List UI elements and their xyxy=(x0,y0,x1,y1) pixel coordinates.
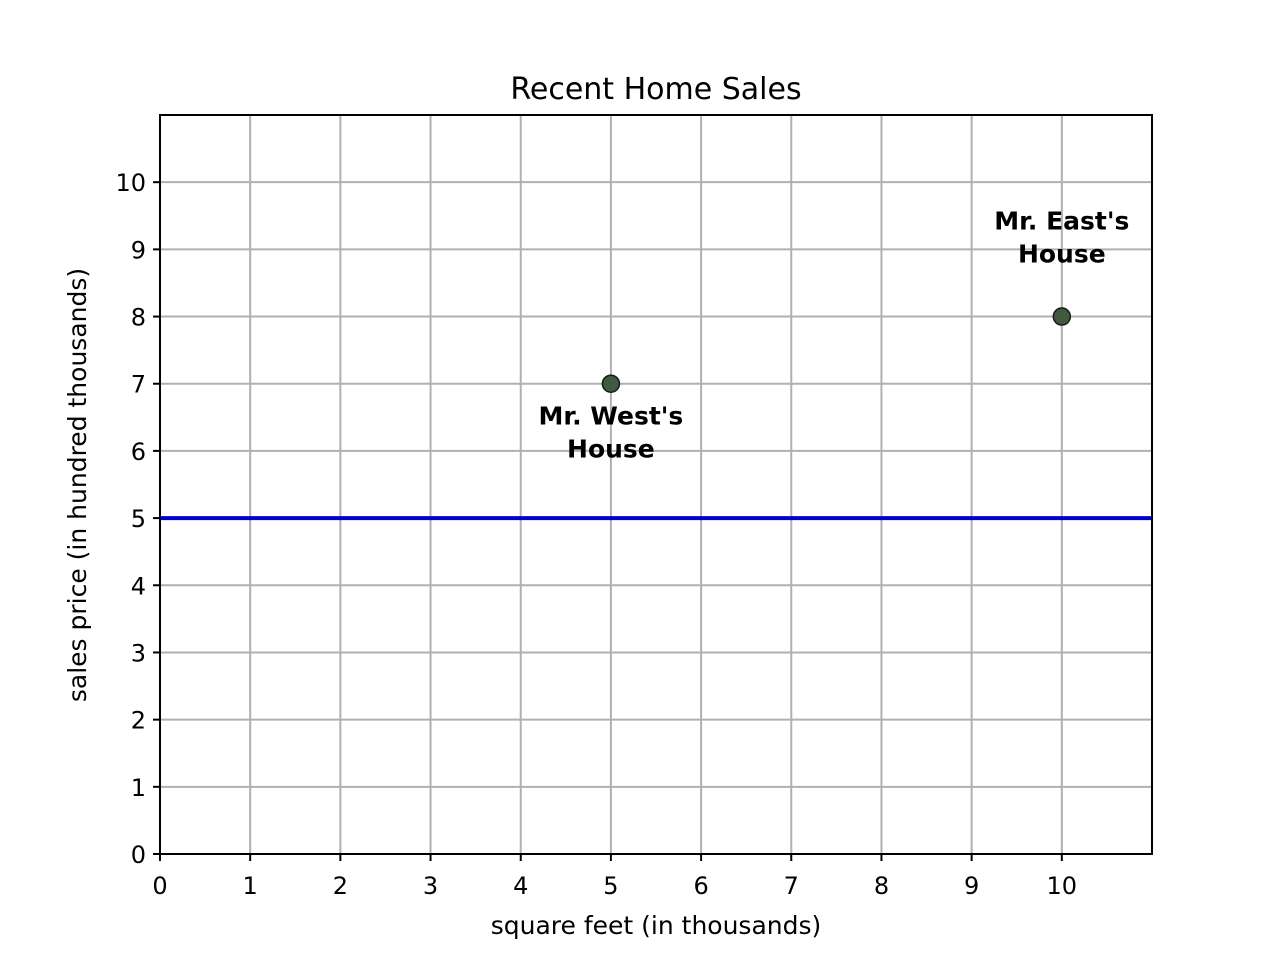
x-tick-label: 6 xyxy=(693,872,708,900)
data-point xyxy=(1052,307,1072,326)
y-tick-label: 10 xyxy=(115,169,146,197)
point-annotation: Mr. East's xyxy=(994,207,1129,236)
x-tick-label: 7 xyxy=(784,872,799,900)
x-tick-label: 2 xyxy=(333,872,348,900)
annotations: Mr. West's House Mr. East's House xyxy=(538,207,1129,464)
x-tick-label: 8 xyxy=(874,872,889,900)
point-annotation: Mr. West's xyxy=(538,402,683,431)
x-tick-label: 10 xyxy=(1047,872,1078,900)
y-tick-label: 7 xyxy=(131,371,146,399)
data-points xyxy=(601,307,1072,393)
y-tick-label: 3 xyxy=(131,639,146,667)
y-tick-label: 4 xyxy=(131,572,146,600)
y-tick-label: 5 xyxy=(131,505,146,533)
axis-ticks: 0 1 2 3 4 5 6 7 8 9 10 0 1 2 3 4 5 6 7 8 9 10 xyxy=(115,169,1077,900)
x-tick-label: 1 xyxy=(243,872,258,900)
plot-frame xyxy=(159,114,1153,855)
y-tick-label: 1 xyxy=(131,774,146,802)
point-annotation: House xyxy=(1018,240,1106,269)
x-tick-label: 4 xyxy=(513,872,528,900)
x-tick-label: 9 xyxy=(964,872,979,900)
x-tick-label: 3 xyxy=(423,872,438,900)
chart-title: Recent Home Sales xyxy=(510,72,801,107)
point-annotation: House xyxy=(567,435,655,464)
y-tick-label: 0 xyxy=(131,841,146,869)
x-tick-label: 0 xyxy=(152,872,167,900)
data-point xyxy=(601,374,621,393)
x-tick-label: 5 xyxy=(603,872,618,900)
y-tick-label: 8 xyxy=(131,304,146,332)
y-axis-label: sales price (in hundred thousands) xyxy=(63,268,92,702)
y-tick-label: 2 xyxy=(131,707,146,735)
x-axis-label: square feet (in thousands) xyxy=(491,911,822,940)
y-tick-label: 6 xyxy=(131,438,146,466)
y-tick-label: 9 xyxy=(131,236,146,264)
